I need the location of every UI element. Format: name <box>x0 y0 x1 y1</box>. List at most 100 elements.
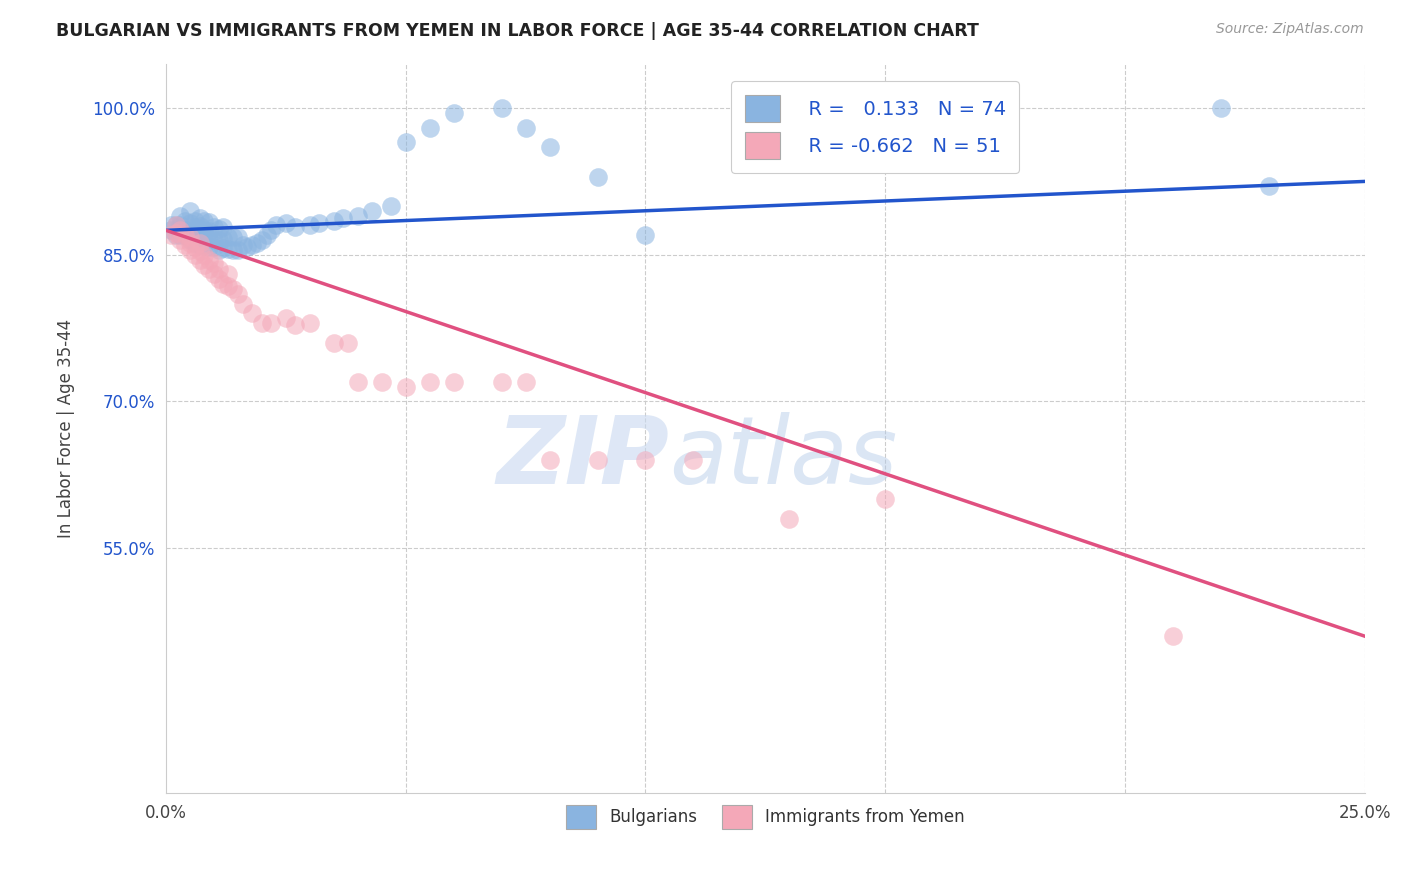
Point <box>361 203 384 218</box>
Point <box>208 262 231 277</box>
Point <box>169 223 191 237</box>
Point <box>443 375 465 389</box>
Point <box>169 223 191 237</box>
Point <box>212 277 235 292</box>
Point <box>202 220 225 235</box>
Point <box>232 238 254 252</box>
Point <box>298 219 321 233</box>
Point <box>179 233 201 247</box>
Point <box>179 235 201 250</box>
Point <box>419 120 441 135</box>
Point <box>198 252 221 267</box>
Point <box>159 228 181 243</box>
Point <box>491 375 513 389</box>
Point <box>284 318 307 333</box>
Point <box>298 316 321 330</box>
Point <box>226 243 249 257</box>
Point <box>169 219 191 233</box>
Point <box>1209 101 1232 115</box>
Point <box>232 296 254 310</box>
Text: Source: ZipAtlas.com: Source: ZipAtlas.com <box>1216 22 1364 37</box>
Point <box>179 230 201 244</box>
Point <box>1161 629 1184 643</box>
Legend: Bulgarians, Immigrants from Yemen: Bulgarians, Immigrants from Yemen <box>560 798 972 835</box>
Point <box>208 222 231 236</box>
Point <box>193 230 215 244</box>
Point <box>274 311 297 326</box>
Point <box>264 219 287 233</box>
Point <box>208 233 231 247</box>
Point <box>634 453 657 467</box>
Point <box>188 233 211 247</box>
Text: ZIP: ZIP <box>496 411 669 503</box>
Point <box>179 243 201 257</box>
Point <box>169 228 191 243</box>
Point <box>346 209 368 223</box>
Point <box>174 228 197 243</box>
Point <box>212 241 235 255</box>
Point <box>188 226 211 240</box>
Point <box>586 453 609 467</box>
Point <box>179 223 201 237</box>
Point <box>183 240 205 254</box>
Point <box>240 238 263 252</box>
Point <box>491 101 513 115</box>
Point <box>322 335 344 350</box>
Point <box>193 213 215 227</box>
Point <box>179 217 201 231</box>
Point <box>165 226 187 240</box>
Point <box>246 235 269 250</box>
Point <box>226 230 249 244</box>
Point <box>188 252 211 267</box>
Point <box>159 223 181 237</box>
Text: BULGARIAN VS IMMIGRANTS FROM YEMEN IN LABOR FORCE | AGE 35-44 CORRELATION CHART: BULGARIAN VS IMMIGRANTS FROM YEMEN IN LA… <box>56 22 979 40</box>
Point <box>443 106 465 120</box>
Y-axis label: In Labor Force | Age 35-44: In Labor Force | Age 35-44 <box>58 318 75 538</box>
Point <box>212 232 235 246</box>
Point <box>198 232 221 246</box>
Point <box>515 375 537 389</box>
Point <box>332 211 354 225</box>
Point <box>202 268 225 282</box>
Point <box>183 220 205 235</box>
Point <box>174 228 197 243</box>
Point <box>193 258 215 272</box>
Point <box>222 230 245 244</box>
Point <box>188 244 211 258</box>
Point <box>337 335 360 350</box>
Point <box>226 286 249 301</box>
Point <box>419 375 441 389</box>
Point <box>188 235 211 250</box>
Point <box>183 248 205 262</box>
Point <box>159 219 181 233</box>
Point <box>208 272 231 286</box>
Point <box>188 219 211 234</box>
Point <box>193 248 215 262</box>
Text: atlas: atlas <box>669 412 897 503</box>
Point <box>395 136 418 150</box>
Point <box>538 453 561 467</box>
Point <box>183 235 205 250</box>
Point <box>174 213 197 227</box>
Point <box>586 169 609 184</box>
Point <box>165 219 187 233</box>
Point <box>250 233 273 247</box>
Point <box>198 262 221 277</box>
Point <box>250 316 273 330</box>
Point <box>260 316 283 330</box>
Point <box>188 211 211 225</box>
Point <box>165 228 187 243</box>
Point <box>778 512 800 526</box>
Point <box>346 375 368 389</box>
Point <box>875 492 897 507</box>
Point <box>1257 179 1279 194</box>
Point <box>198 215 221 229</box>
Point <box>222 282 245 296</box>
Point <box>188 238 211 252</box>
Point <box>217 230 239 244</box>
Point <box>217 242 239 256</box>
Point <box>208 243 231 257</box>
Point <box>274 217 297 231</box>
Point <box>217 268 239 282</box>
Point <box>515 120 537 135</box>
